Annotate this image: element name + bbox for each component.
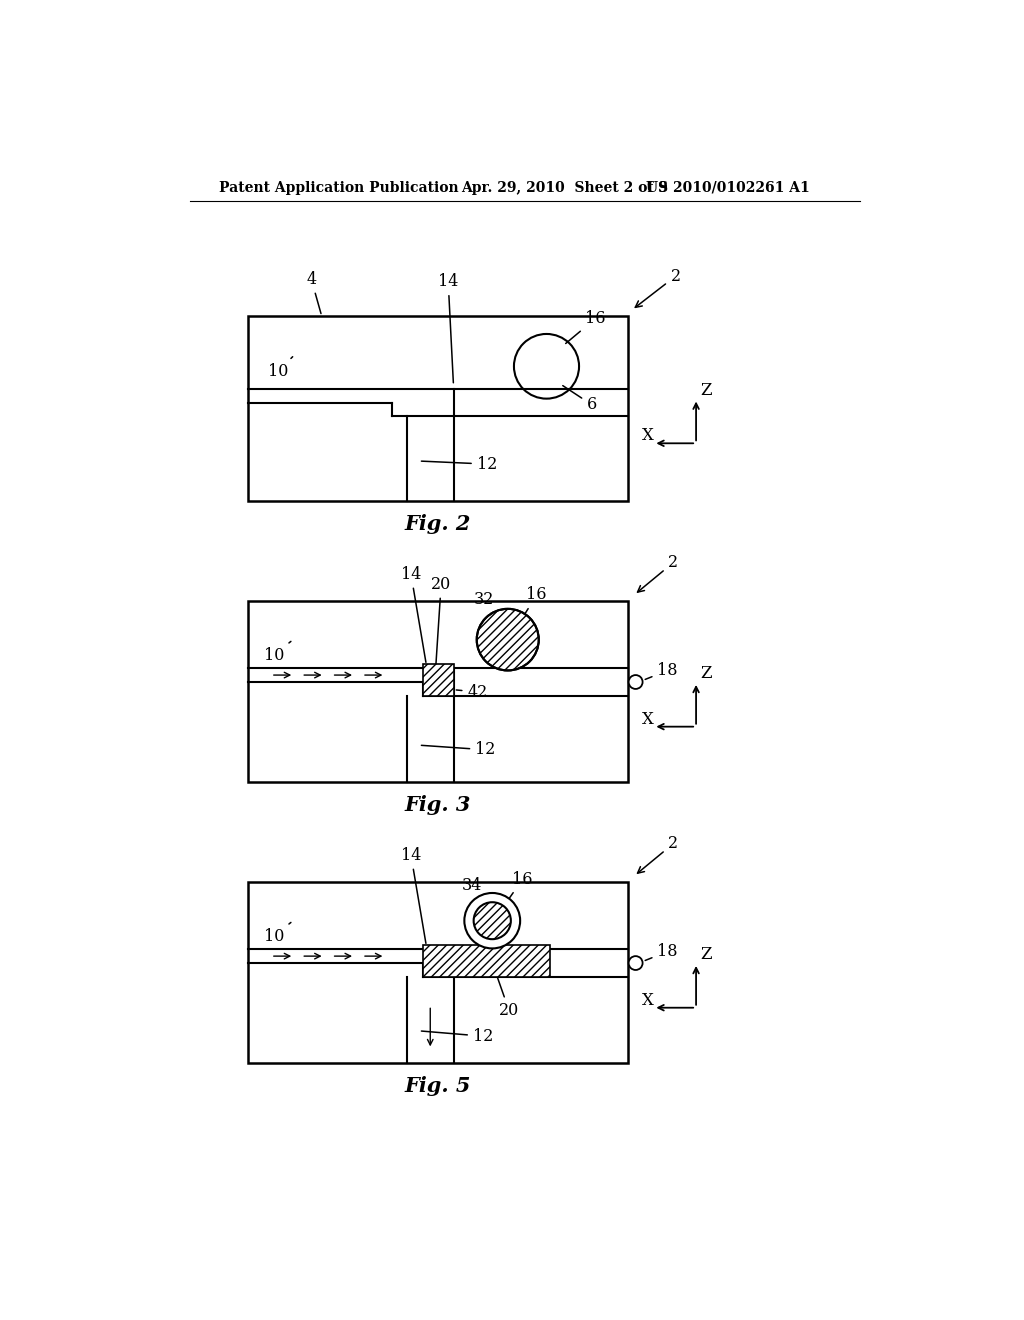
Text: 16: 16 bbox=[565, 310, 606, 343]
Text: 4: 4 bbox=[306, 271, 321, 314]
Text: X: X bbox=[642, 991, 653, 1008]
Text: 16: 16 bbox=[524, 586, 547, 614]
Text: Fig. 3: Fig. 3 bbox=[404, 796, 471, 816]
Text: 14: 14 bbox=[400, 566, 426, 663]
Text: 6: 6 bbox=[563, 385, 597, 413]
Circle shape bbox=[477, 609, 539, 671]
Text: 20: 20 bbox=[431, 576, 452, 677]
Circle shape bbox=[474, 903, 511, 940]
Text: 32: 32 bbox=[474, 591, 494, 614]
Bar bbox=[423, 664, 454, 696]
Text: X: X bbox=[642, 428, 653, 445]
Text: 10: 10 bbox=[263, 642, 291, 664]
Text: 12: 12 bbox=[422, 455, 497, 473]
Text: 14: 14 bbox=[438, 273, 459, 383]
Circle shape bbox=[629, 675, 643, 689]
Text: 18: 18 bbox=[645, 942, 678, 961]
Text: 2: 2 bbox=[638, 554, 678, 593]
Text: Z: Z bbox=[700, 381, 712, 399]
Bar bbox=[423, 945, 550, 977]
Text: 10: 10 bbox=[267, 356, 293, 380]
Text: 12: 12 bbox=[422, 742, 496, 758]
Text: US 2010/0102261 A1: US 2010/0102261 A1 bbox=[646, 181, 809, 194]
Bar bbox=[248, 317, 628, 502]
Text: 12: 12 bbox=[422, 1028, 494, 1044]
Text: 34: 34 bbox=[462, 876, 482, 902]
Bar bbox=[248, 601, 628, 781]
Text: 18: 18 bbox=[645, 661, 678, 680]
Text: Patent Application Publication: Patent Application Publication bbox=[219, 181, 459, 194]
Text: Apr. 29, 2010  Sheet 2 of 9: Apr. 29, 2010 Sheet 2 of 9 bbox=[461, 181, 668, 194]
Text: 2: 2 bbox=[638, 836, 678, 874]
Text: X: X bbox=[642, 710, 653, 727]
Text: 2: 2 bbox=[635, 268, 681, 308]
Text: Z: Z bbox=[700, 665, 712, 682]
Bar bbox=[248, 882, 628, 1063]
Text: Z: Z bbox=[700, 946, 712, 964]
Text: 42: 42 bbox=[457, 684, 487, 701]
Text: 10: 10 bbox=[263, 923, 291, 945]
Text: 20: 20 bbox=[494, 968, 519, 1019]
Text: 16: 16 bbox=[508, 871, 532, 900]
Circle shape bbox=[629, 956, 643, 970]
Text: Fig. 2: Fig. 2 bbox=[404, 515, 471, 535]
Text: Fig. 5: Fig. 5 bbox=[404, 1076, 471, 1097]
Circle shape bbox=[464, 894, 520, 948]
Text: 14: 14 bbox=[400, 846, 426, 944]
